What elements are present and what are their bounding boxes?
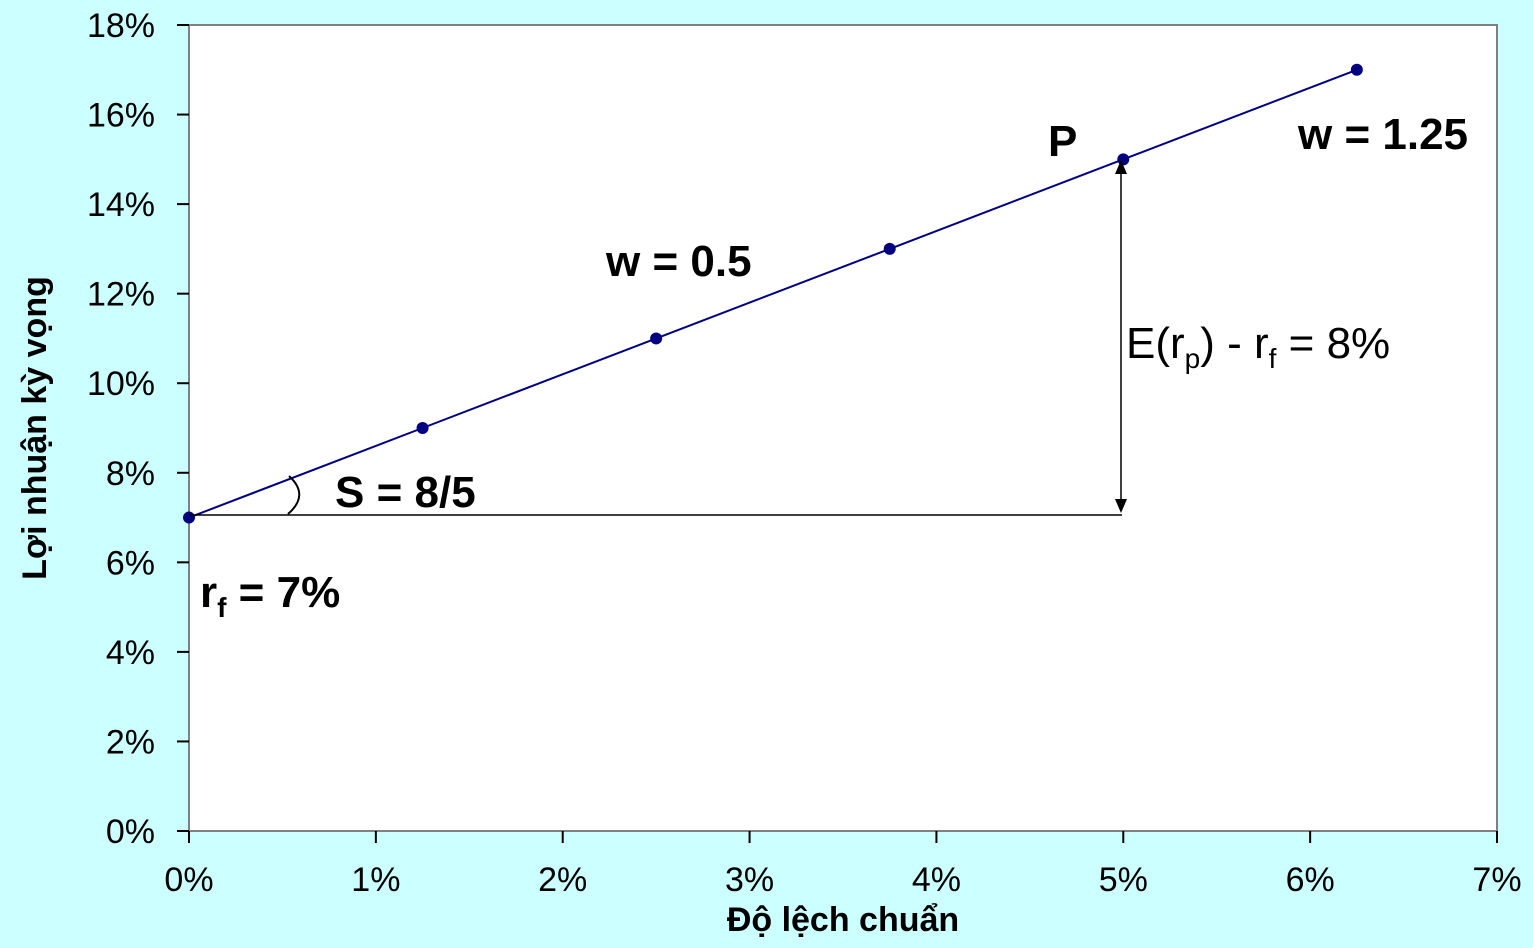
x-axis-title: Độ lệch chuẩn bbox=[727, 901, 959, 939]
annotation-layer: P w = 1.25 w = 0.5 S = 8/5 rf = 7% E(rp)… bbox=[189, 110, 1468, 623]
y-axis: 0% 2% 4% 6% 8% 10% 12% 14% 16% 18% bbox=[87, 7, 189, 851]
p-label: P bbox=[1048, 117, 1077, 166]
y-tick-label: 14% bbox=[87, 186, 155, 224]
y-tick-label: 4% bbox=[106, 634, 155, 672]
x-tick-label: 3% bbox=[725, 861, 774, 899]
excess-b: ) - r bbox=[1200, 319, 1268, 368]
data-point bbox=[883, 242, 896, 255]
data-point bbox=[650, 332, 663, 345]
y-tick-label: 8% bbox=[106, 455, 155, 493]
excess-a: E(r bbox=[1126, 319, 1185, 368]
x-tick-label: 7% bbox=[1472, 861, 1521, 899]
excess-c: = 8% bbox=[1276, 319, 1390, 368]
w-half-label: w = 0.5 bbox=[605, 237, 752, 286]
y-axis-title: Lợi nhuận kỳ vọng bbox=[16, 276, 54, 580]
x-tick-label: 4% bbox=[912, 861, 961, 899]
y-tick-label: 6% bbox=[106, 544, 155, 582]
data-point bbox=[183, 511, 195, 524]
rf-main: r bbox=[200, 568, 217, 617]
w-high-label: w = 1.25 bbox=[1297, 110, 1468, 159]
y-tick-label: 16% bbox=[87, 97, 155, 135]
excess-return-label: E(rp) - rf = 8% bbox=[1126, 319, 1390, 374]
y-tick-label: 0% bbox=[106, 813, 155, 851]
plot-area bbox=[188, 24, 1498, 832]
data-point bbox=[416, 422, 429, 434]
rf-rest: = 7% bbox=[226, 568, 340, 617]
y-tick-label: 10% bbox=[87, 365, 155, 403]
rf-label: rf = 7% bbox=[200, 568, 340, 623]
x-tick-label: 2% bbox=[538, 861, 587, 899]
data-point bbox=[1350, 63, 1363, 76]
data-point bbox=[1117, 153, 1130, 166]
excess-sub-p: p bbox=[1185, 343, 1201, 374]
arrow-head-down bbox=[1115, 499, 1127, 513]
series-line bbox=[188, 68, 1358, 519]
x-tick-label: 1% bbox=[351, 861, 400, 899]
slope-label: S = 8/5 bbox=[335, 468, 476, 517]
slope-angle-arc bbox=[287, 475, 301, 515]
rf-sub: f bbox=[217, 592, 227, 623]
x-tick-label: 6% bbox=[1286, 861, 1335, 899]
series-layer bbox=[183, 63, 1363, 524]
y-tick-label: 2% bbox=[106, 723, 155, 761]
x-axis: 0% 1% 2% 3% 4% 5% 6% 7% bbox=[164, 831, 1522, 899]
arrow-head-up bbox=[1115, 160, 1127, 174]
y-tick-label: 18% bbox=[87, 7, 155, 45]
x-tick-label: 0% bbox=[164, 861, 213, 899]
excess-sub-f: f bbox=[1269, 343, 1277, 374]
x-tick-label: 5% bbox=[1099, 861, 1148, 899]
y-tick-label: 12% bbox=[87, 276, 155, 314]
